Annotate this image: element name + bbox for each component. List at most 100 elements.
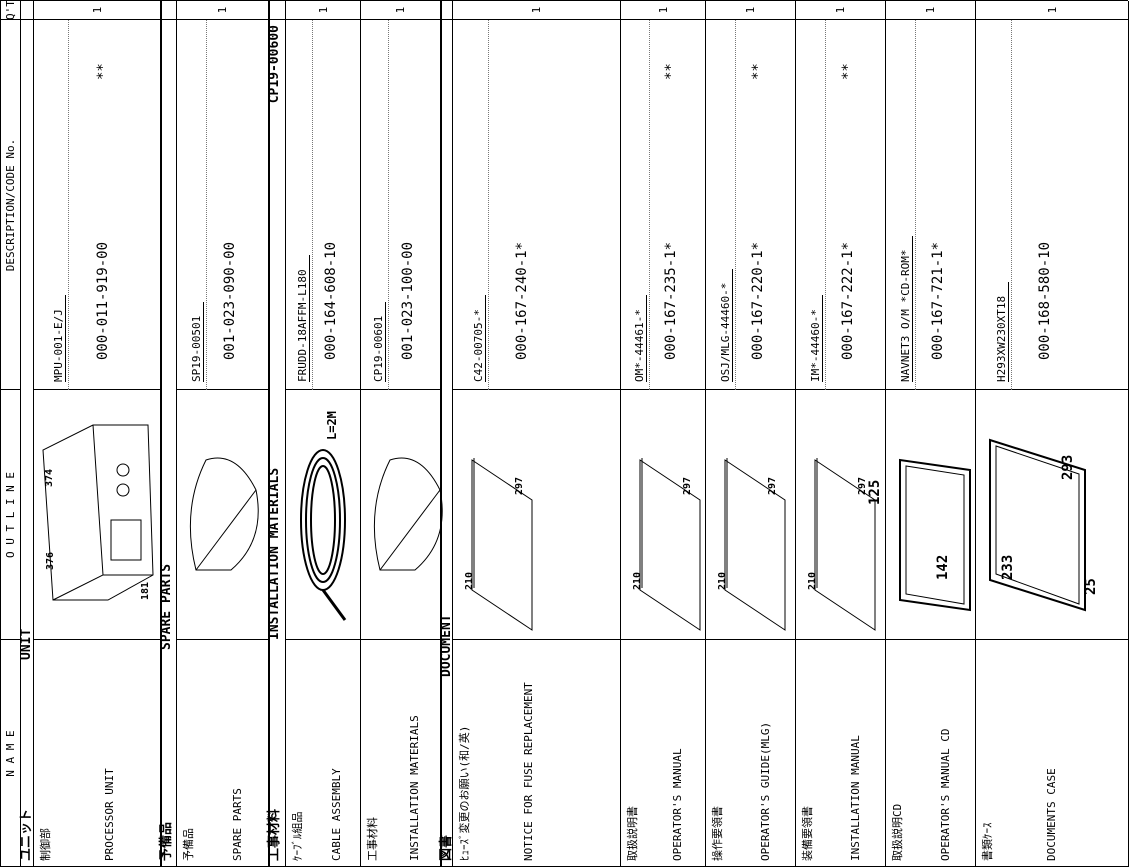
column-header: DESCRIPTION/CODE No. [4, 138, 17, 272]
part-code: 001-023-090-00 [222, 241, 238, 360]
mark: ** [95, 63, 111, 80]
item-name-jp: ｹｰﾌﾞﾙ組品 [291, 811, 304, 862]
dotted-rule [824, 20, 826, 390]
dotted-rule [68, 20, 70, 390]
dimension-label: 210 [807, 571, 818, 590]
column-header: N A M E [4, 730, 17, 777]
outline-sketch [899, 458, 971, 612]
item-name-en: OPERATOR'S MANUAL [671, 748, 684, 861]
type-code: NAVNET3 O/M *CD-ROM* [898, 235, 913, 382]
type-code: SP19-00501 [189, 301, 204, 382]
type-code: OSJ/MLG-44460-* [718, 268, 733, 382]
dotted-rule [1011, 20, 1012, 390]
dimension-label: 293 [1060, 454, 1076, 480]
dimension-label: 297 [682, 476, 693, 495]
quantity: 1 [656, 6, 670, 14]
quantity: 1 [1045, 6, 1059, 14]
quantity: 1 [530, 6, 543, 14]
quantity: 1 [924, 6, 937, 14]
section-title-jp: ユニット [19, 808, 34, 861]
part-code: 001-023-100-00 [400, 241, 416, 360]
dimension-label: L=2M [325, 411, 339, 440]
item-name-jp: 取扱説明CD [891, 803, 904, 861]
rule [268, 1, 270, 867]
item-name-en: DOCUMENTS CASE [1045, 768, 1058, 861]
outline-sketch [814, 458, 876, 631]
part-code: 000-167-240-1* [514, 241, 530, 360]
column-header: Q'TY [4, 0, 17, 20]
outline-sketch [189, 457, 259, 571]
part-code: 000-168-580-10 [1037, 241, 1053, 360]
dotted-rule [388, 20, 389, 390]
rule [20, 1, 21, 867]
type-code: FRUDD-18AFFM-L180 [296, 255, 311, 382]
rule [0, 0, 1128, 1]
item-name-en: OPERATOR'S GUIDE(MLG) [759, 721, 772, 861]
item-name-jp: 制御部 [39, 828, 52, 861]
dimension-label: 210 [464, 571, 475, 590]
item-name-jp: 取扱説明書 [626, 806, 639, 861]
quantity: 1 [394, 6, 407, 14]
type-code: IM*-44460-* [808, 295, 823, 382]
dimension-label: 210 [632, 571, 643, 590]
quantity: 1 [90, 6, 104, 14]
section-title-en: INSTALLATION MATERIALS [267, 467, 282, 640]
item-name-en: INSTALLATION MATERIALS [408, 715, 421, 861]
outline-sketch [724, 458, 786, 631]
dimension-label: 297 [514, 476, 525, 495]
dotted-rule [914, 20, 916, 390]
item-name-jp: 書類ｹｰｽ [981, 822, 994, 862]
item-name-en: INSTALLATION MANUAL [849, 735, 862, 861]
mark: ** [662, 63, 679, 80]
dotted-rule [312, 20, 314, 390]
item-name-en: OPERATOR'S MANUAL CD [939, 728, 952, 861]
section-code: CP19-00600 [267, 25, 282, 104]
mark: ** [840, 63, 856, 80]
outline-sketch [42, 424, 154, 601]
part-code: 000-167-721-1* [930, 241, 946, 360]
rule [20, 19, 33, 20]
type-code: OM*-44461-* [632, 295, 647, 382]
part-code: 000-167-222-1* [840, 241, 856, 360]
item-name-jp: ﾋｭｰｽﾞ変更のお願い(和/英) [458, 725, 471, 861]
column-header: O U T L I N E [4, 471, 17, 559]
type-code: CP19-00601 [372, 301, 386, 382]
rule [160, 19, 176, 20]
dimension-label: 297 [767, 476, 778, 495]
quantity: 1 [216, 6, 229, 14]
item-name-jp: 操作要領書 [711, 806, 724, 861]
quantity: 1 [744, 6, 757, 14]
section-title-jp: 予備品 [159, 821, 174, 861]
outline-sketch [300, 449, 347, 621]
dimension-label: 25 [1083, 578, 1099, 595]
part-code: 000-011-919-00 [95, 241, 111, 360]
dimension-label: 374 [44, 468, 55, 487]
mark: ** [750, 63, 766, 80]
outline-sketch [989, 438, 1086, 612]
section-title-jp: 工事材料 [267, 808, 282, 861]
item-name-jp: 装備要領書 [801, 806, 814, 861]
dotted-rule [205, 20, 207, 390]
part-code: 000-167-220-1* [750, 241, 766, 360]
type-code: C42-00705-* [472, 295, 486, 382]
part-code: 000-164-608-10 [322, 241, 339, 360]
dimension-label: 142 [935, 554, 951, 580]
outline-sketch [471, 458, 533, 631]
quantity: 1 [834, 6, 847, 14]
item-name-en: SPARE PARTS [231, 788, 245, 861]
dimension-label: 181 [140, 581, 151, 600]
dimension-label: 210 [717, 571, 728, 590]
dimension-label: 376 [45, 551, 56, 570]
rule [160, 1, 162, 867]
section-title-en: UNIT [19, 628, 34, 660]
rule [1128, 1, 1129, 867]
rule [440, 1, 442, 867]
part-code: 000-167-235-1* [662, 241, 679, 360]
type-code: MPU-001-E/J [52, 295, 67, 382]
item-name-en: NOTICE FOR FUSE REPLACEMENT [522, 682, 535, 861]
item-name-en: PROCESSOR UNIT [103, 768, 116, 861]
rule [440, 19, 452, 20]
rule [268, 19, 285, 20]
dotted-rule [488, 20, 489, 390]
